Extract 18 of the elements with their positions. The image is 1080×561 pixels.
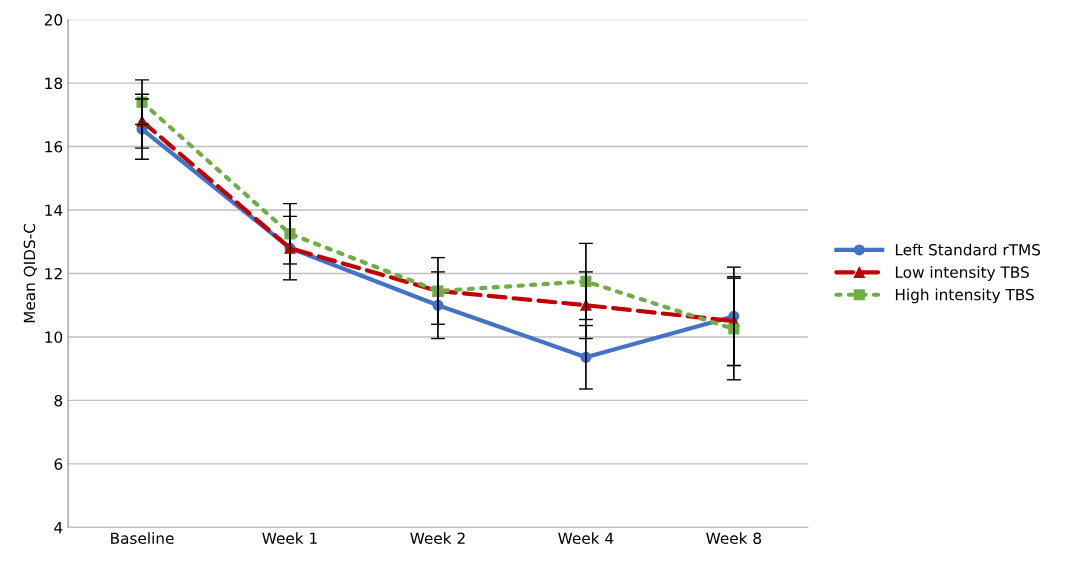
x-tick-label: Week 2 — [410, 532, 465, 545]
y-tick-label: 20 — [44, 14, 63, 26]
y-axis-title: Mean QIDS-C — [23, 223, 37, 323]
y-tick-label: 10 — [45, 331, 63, 343]
legend-label: Left Standard rTMS — [895, 243, 1041, 256]
y-tick-label: 4 — [54, 522, 63, 534]
legend-label: High intensity TBS — [895, 288, 1034, 304]
legend-label: Low intensity TBS — [895, 266, 1029, 281]
y-tick-label: 6 — [54, 458, 63, 470]
y-tick-label: 8 — [54, 394, 63, 407]
y-tick-label: 12 — [45, 267, 62, 280]
y-tick-label: 14 — [45, 204, 63, 216]
x-tick-label: Week 8 — [706, 532, 762, 545]
y-tick-label: 18 — [45, 77, 63, 90]
x-tick-label: Week 1 — [262, 532, 317, 545]
x-tick-label: Week 4 — [558, 532, 614, 545]
y-tick-label: 16 — [45, 141, 63, 153]
x-tick-label: Baseline — [111, 532, 174, 545]
